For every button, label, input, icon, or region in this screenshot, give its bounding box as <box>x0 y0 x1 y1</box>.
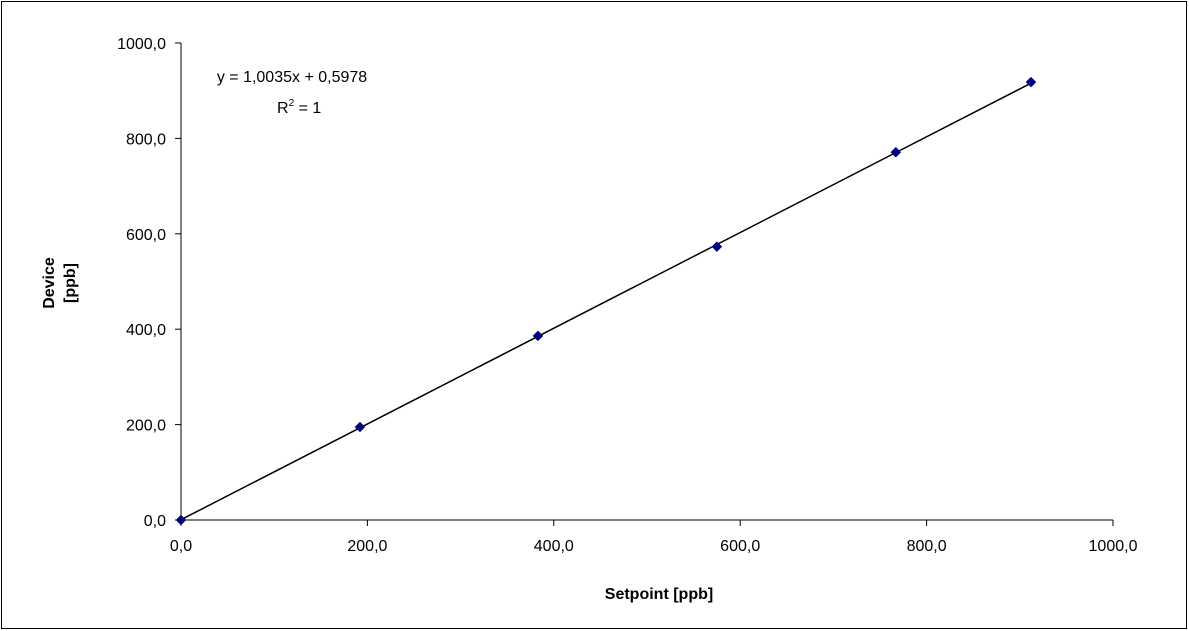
x-tick-label: 600,0 <box>720 538 760 555</box>
r-squared-base: R <box>277 100 289 117</box>
y-tick-label: 800,0 <box>126 131 166 148</box>
y-axis-title: Device [ppb] <box>41 257 79 309</box>
y-tick-label: 400,0 <box>126 322 166 339</box>
y-axis-title-line-2: [ppb] <box>62 263 79 303</box>
x-tick-label: 1000,0 <box>1089 538 1138 555</box>
data-point-diamond <box>890 146 902 158</box>
y-tick-label: 600,0 <box>126 227 166 244</box>
data-point-diamond <box>711 241 723 253</box>
r-squared-value: = 1 <box>294 100 321 117</box>
trendline-group <box>180 82 1032 521</box>
data-point-diamond <box>354 421 366 433</box>
y-axis-title-line-1: Device <box>41 257 58 309</box>
x-tick-labels: 0,0 200,0 400,0 600,0 800,0 1000,0 <box>170 538 1138 555</box>
x-tick-label: 400,0 <box>534 538 574 555</box>
y-tick-label: 1000,0 <box>117 36 166 53</box>
y-tick-label: 0,0 <box>144 513 166 530</box>
x-tick-label: 800,0 <box>907 538 947 555</box>
x-axis-title: Setpoint [ppb] <box>605 586 713 603</box>
y-tick-label: 200,0 <box>126 418 166 435</box>
trendline <box>180 82 1032 521</box>
r-squared-label: R2 = 1 <box>277 98 321 117</box>
r-squared-exponent: 2 <box>289 98 295 109</box>
x-tick-label: 200,0 <box>347 538 387 555</box>
x-tick-label: 0,0 <box>170 538 192 555</box>
data-point-diamond <box>532 330 544 342</box>
data-point-diamond <box>175 514 187 526</box>
data-point-diamond <box>1025 76 1037 88</box>
trendline-equation: y = 1,0035x + 0,5978 <box>217 69 367 86</box>
y-tick-labels: 0,0 200,0 400,0 600,0 800,0 1000,0 <box>117 36 166 530</box>
data-points <box>175 76 1037 526</box>
